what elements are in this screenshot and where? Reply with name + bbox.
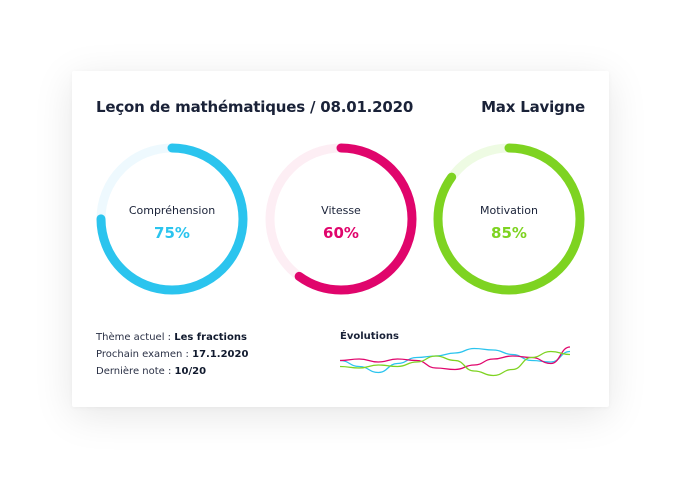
gauge-progress (265, 143, 417, 295)
last-grade-label: Dernière note : (96, 366, 175, 377)
gauge-vitesse-ring (265, 143, 417, 295)
gauge-label: Vitesse (321, 204, 361, 217)
gauge-value: 60% (323, 224, 359, 242)
last-grade: Dernière note : 10/20 (96, 366, 206, 377)
evolutions-label: Évolutions (340, 331, 399, 342)
evolution-line-0 (339, 347, 571, 374)
gauge-vitesse: Vitesse 60% (265, 143, 417, 295)
page-title: Leçon de mathématiques / 08.01.2020 (96, 98, 414, 116)
student-name: Max Lavigne (481, 98, 585, 116)
next-exam-label: Prochain examen : (96, 349, 193, 360)
gauge-label: Motivation (480, 204, 538, 217)
evolutions-sparkline (339, 346, 571, 377)
current-theme-value: Les fractions (174, 332, 247, 343)
gauge-progress (433, 143, 585, 295)
gauge-value: 75% (154, 224, 190, 242)
gauge-motivation-ring (433, 143, 585, 295)
gauge-label: Compréhension (128, 204, 216, 217)
last-grade-value: 10/20 (174, 366, 207, 377)
gauge-motivation: Motivation 85% (433, 143, 585, 295)
gauge-comprehension: Compréhension 75% (96, 143, 248, 295)
current-theme-label: Thème actuel : (96, 332, 175, 343)
current-theme: Thème actuel : Les fractions (96, 332, 247, 343)
gauge-comprehension-ring (96, 143, 248, 295)
gauge-value: 85% (491, 224, 527, 242)
gauge-progress (96, 143, 248, 295)
lesson-card: Leçon de mathématiques / 08.01.2020 Max … (72, 71, 609, 407)
next-exam: Prochain examen : 17.1.2020 (96, 349, 248, 360)
evolution-line-2 (339, 350, 571, 377)
evolution-line-1 (339, 346, 571, 371)
next-exam-value: 17.1.2020 (192, 349, 249, 360)
